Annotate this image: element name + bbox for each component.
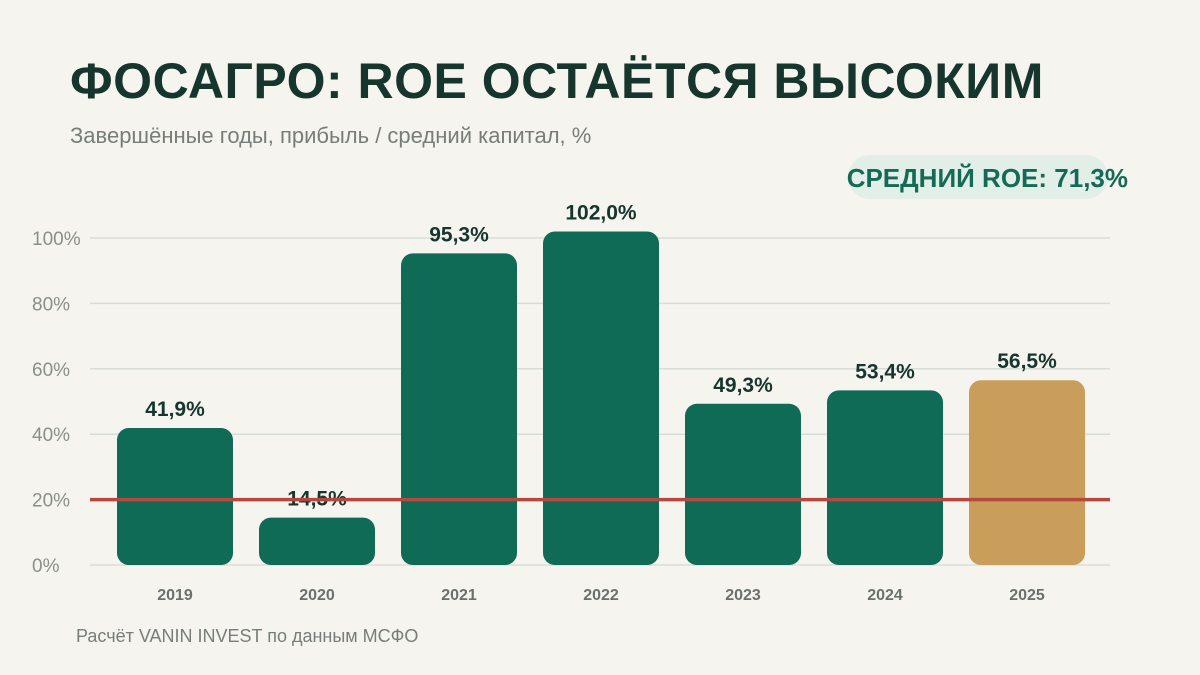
average-roe-badge (848, 155, 1108, 199)
y-tick-label: 80% (32, 294, 70, 315)
value-label-2024: 53,4% (855, 360, 915, 383)
x-tick-label-2021: 2021 (441, 587, 477, 604)
bar-2020 (259, 517, 375, 565)
chart-title: ФОСАГРО: ROE ОСТАЁТСЯ ВЫСОКИМ (70, 53, 1044, 109)
x-tick-label-2020: 2020 (299, 587, 335, 604)
value-label-2022: 102,0% (565, 201, 637, 224)
bar-2023 (685, 403, 801, 565)
value-label-2023: 49,3% (713, 374, 773, 397)
value-label-2025: 56,5% (997, 350, 1057, 373)
bar-2024 (827, 390, 943, 565)
value-label-2019: 41,9% (145, 398, 205, 421)
y-tick-label: 60% (32, 360, 70, 381)
bar-2025 (969, 380, 1085, 565)
y-tick-label: 20% (32, 491, 70, 512)
y-tick-label: 100% (32, 229, 81, 250)
x-tick-label-2023: 2023 (725, 587, 761, 604)
x-tick-label-2022: 2022 (583, 587, 619, 604)
bar-2022 (543, 231, 659, 565)
bar-2021 (401, 253, 517, 565)
value-label-2021: 95,3% (429, 223, 489, 246)
x-tick-label-2024: 2024 (867, 587, 903, 604)
x-tick-label-2025: 2025 (1009, 587, 1045, 604)
y-tick-label: 40% (32, 425, 70, 446)
y-tick-label: 0% (32, 556, 60, 577)
average-roe-label: СРЕДНИЙ ROE: 71,3% (846, 163, 1128, 193)
source-note: Расчёт VANIN INVEST по данным МСФО (76, 626, 419, 646)
bar-2019 (117, 427, 233, 565)
x-tick-label-2019: 2019 (157, 587, 193, 604)
chart-subtitle: Завершённые годы, прибыль / средний капи… (70, 123, 592, 148)
